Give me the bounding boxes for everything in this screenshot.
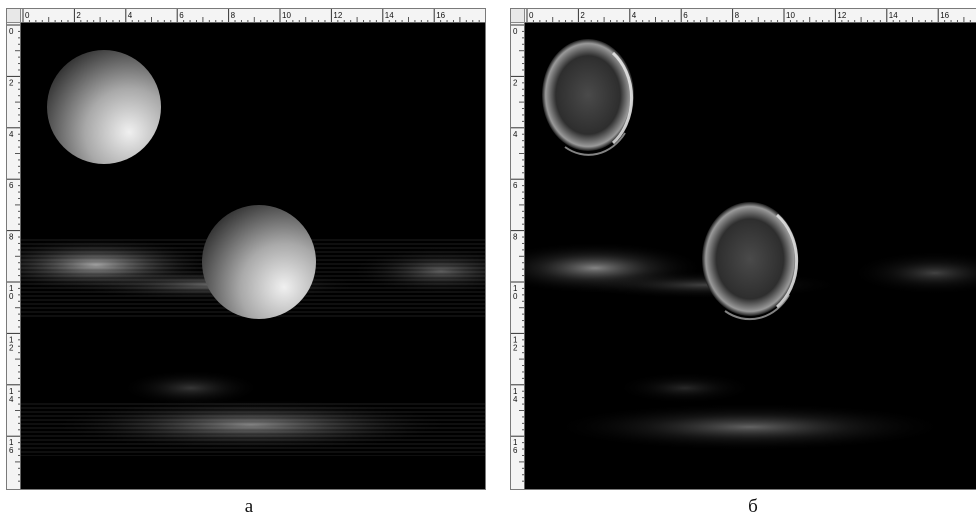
ruler-label: 8 [231,11,236,20]
ruler-label: 6 [9,181,14,190]
ruler-label: 16 [436,11,445,20]
ruler-label: 1 [513,438,518,447]
ruler-label: 14 [385,11,394,20]
ruler-label: 4 [128,11,133,20]
ruler-corner [511,9,525,23]
wave-band [615,372,755,404]
ruler-label: 10 [282,11,291,20]
ruler-label: 6 [9,446,14,455]
ruler-label: 2 [580,11,585,20]
ruler-label: 1 [513,284,518,293]
ruler-label: 1 [513,387,518,396]
sphere [47,50,161,164]
ruler-label: 2 [9,343,14,352]
ruler-label: 12 [333,11,342,20]
top-ruler: 0 2 4 6 8 10 12 14 16 [525,9,976,23]
ruler-label: 0 [9,292,14,301]
ruler-label: 4 [513,130,518,139]
ruler-label: 0 [529,11,534,20]
ruler-label: 1 [9,284,14,293]
ruler-label: 2 [513,343,518,352]
image-viewport [21,23,485,489]
sphere [202,205,316,319]
ruler-label: 8 [735,11,740,20]
ruler-label: 6 [513,181,518,190]
ruler-label: 0 [513,27,518,36]
ruler-label: 4 [632,11,637,20]
ruler-label: 1 [9,438,14,447]
sphere-outline [702,202,798,316]
ruler-label: 1 [9,387,14,396]
ruler-label: 4 [513,395,518,404]
caption-b: б [748,496,758,517]
simulation-image [21,23,485,489]
ruler-corner [7,9,21,23]
sphere-outline [542,39,634,151]
ruler-label: 6 [513,446,518,455]
top-ruler-ticks: 0 2 4 6 8 10 12 14 16 [22,9,480,22]
ruler-label: 4 [9,130,14,139]
ruler-label: 2 [76,11,81,20]
ruler-label: 12 [837,11,846,20]
ruler-label: 1 [513,335,518,344]
top-ruler-ticks: 0 2 4 6 8 10 12 14 16 [526,9,971,22]
ruler-label: 4 [9,395,14,404]
ruler-label: 6 [683,11,688,20]
ruler-label: 6 [179,11,184,20]
ruler-label: 2 [9,78,14,87]
ruler-label: 8 [9,233,14,242]
ruler-label: 14 [889,11,898,20]
top-ruler: 0 2 4 6 8 10 12 14 16 [21,9,485,23]
wave-band [121,370,261,406]
ruler-label: 2 [513,78,518,87]
ruler-label: 8 [513,233,518,242]
ruler-label: 0 [9,27,14,36]
ruler-label: 0 [25,11,30,20]
caption-a: а [244,496,254,517]
wave-band [850,251,976,295]
ruler-label: 16 [940,11,949,20]
ruler-label: 0 [513,292,518,301]
wave-band [550,403,950,451]
image-viewport [525,23,976,489]
ruler-label: 10 [786,11,795,20]
ruler-label: 1 [9,335,14,344]
reconstructed-image [525,23,976,489]
